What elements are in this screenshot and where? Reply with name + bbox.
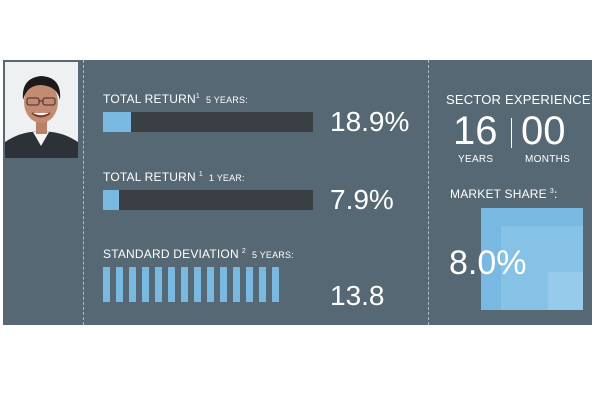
standard-deviation-tick <box>272 267 279 302</box>
standard-deviation-tick <box>194 267 201 302</box>
experience-months-label: MONTHS <box>525 154 571 165</box>
total-return-5y-bar-fill <box>103 112 131 132</box>
total-return-1y-bar <box>103 190 313 210</box>
experience-months-number: 00 <box>521 109 566 153</box>
standard-deviation-tick <box>129 267 136 302</box>
total-return-5y-label: TOTAL RETURN1 5 YEARS: <box>103 92 248 106</box>
standard-deviation-tick <box>246 267 253 302</box>
standard-deviation-tick <box>259 267 266 302</box>
left-divider <box>83 60 84 325</box>
right-divider <box>428 60 429 325</box>
standard-deviation-tick <box>181 267 188 302</box>
market-share-label: MARKET SHARE 3: <box>450 187 558 201</box>
experience-years-number: 16 <box>453 109 498 153</box>
total-return-5y-value: 18.9% <box>330 106 410 137</box>
standard-deviation-tick <box>207 267 214 302</box>
standard-deviation-tick <box>233 267 240 302</box>
market-share-value: 8.0% <box>449 244 527 282</box>
stats-panel: TOTAL RETURN1 5 YEARS: 18.9% TOTAL RETURN… <box>3 60 595 325</box>
standard-deviation-tick <box>142 267 149 302</box>
total-return-1y-bar-fill <box>103 190 119 210</box>
standard-deviation-tick <box>155 267 162 302</box>
total-return-1y-value: 7.9% <box>330 184 394 215</box>
standard-deviation-value: 13.8 <box>330 280 385 311</box>
experience-years-label: YEARS <box>458 154 494 165</box>
portrait-photo <box>5 62 78 158</box>
standard-deviation-tick <box>220 267 227 302</box>
total-return-1y-label: TOTAL RETURN 1 1 YEAR: <box>103 170 245 184</box>
portrait-image <box>5 62 78 158</box>
standard-deviation-ticks <box>103 267 279 302</box>
experience-separator <box>511 118 512 148</box>
total-return-5y-bar <box>103 112 313 132</box>
sector-experience-label: SECTOR EXPERIENCE: <box>446 92 595 107</box>
market-share-square-small <box>548 272 583 310</box>
standard-deviation-label: STANDARD DEVIATION 2 5 YEARS: <box>103 247 294 261</box>
standard-deviation-tick <box>116 267 123 302</box>
standard-deviation-tick <box>103 267 110 302</box>
standard-deviation-tick <box>168 267 175 302</box>
